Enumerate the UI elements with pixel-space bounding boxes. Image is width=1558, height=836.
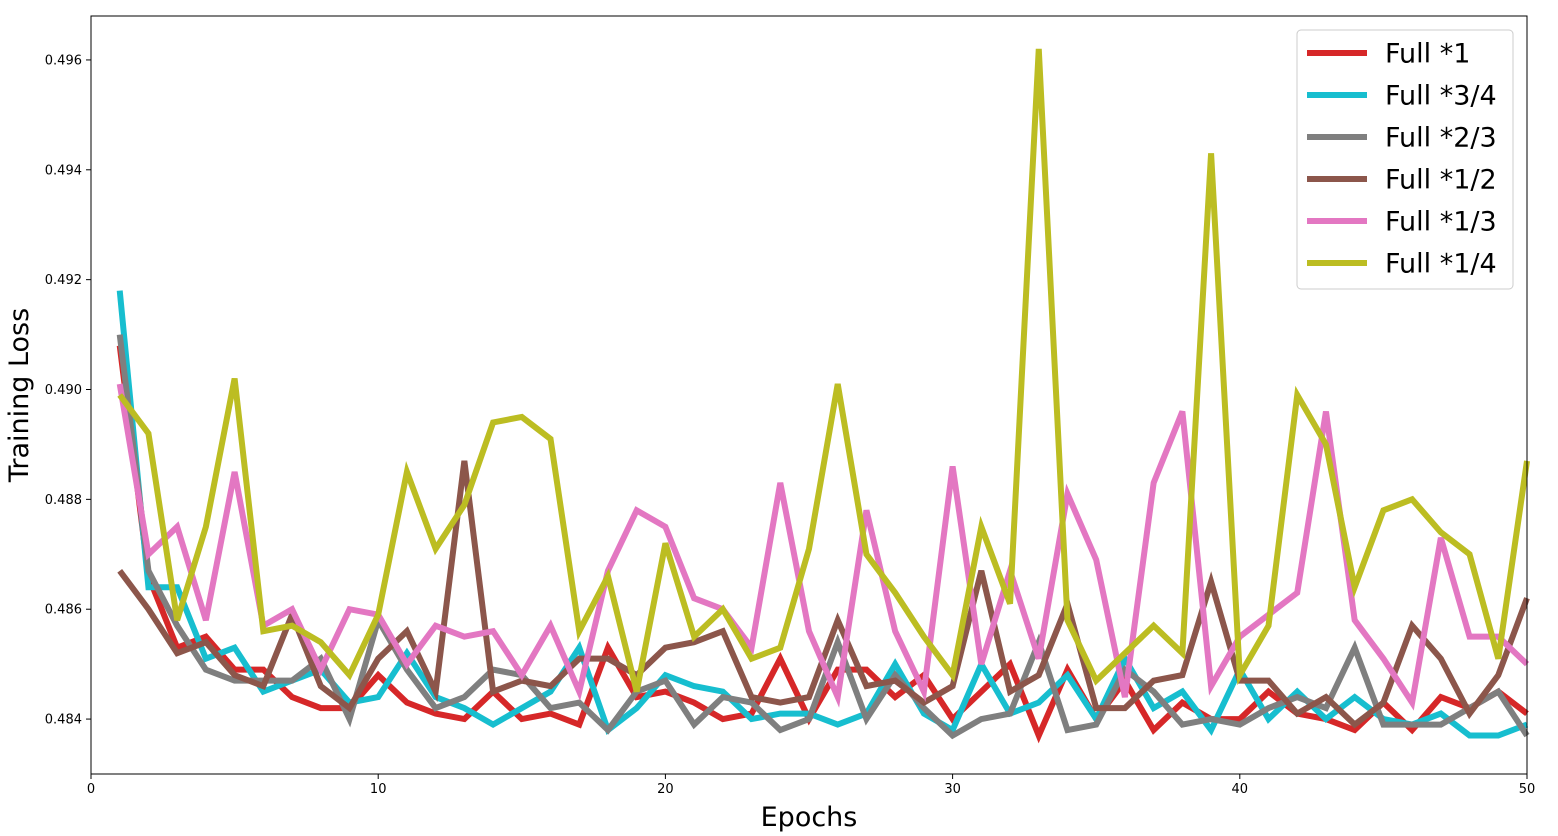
x-tick-label: 50	[1519, 782, 1536, 797]
legend-label-1: Full *1	[1385, 39, 1470, 70]
y-tick-label: 0.492	[45, 273, 82, 288]
series-line-6	[117, 48, 1530, 693]
x-tick-label: 20	[657, 782, 674, 797]
legend: Full *1 Full *3/4 Full *2/3 Full *1/2 Full *…	[1296, 29, 1514, 290]
y-tick-label: 0.486	[45, 603, 82, 618]
y-tick-label: 0.494	[45, 163, 82, 178]
x-tick-label: 30	[944, 782, 961, 797]
legend-label-4: Full *1/2	[1385, 165, 1497, 196]
x-axis: 0 10 20 30 40 50	[87, 774, 1535, 797]
x-tick-label: 10	[370, 782, 387, 797]
y-tick-label: 0.484	[45, 713, 82, 728]
series-layer	[116, 48, 1530, 744]
x-axis-label: Epochs	[761, 802, 858, 833]
legend-label-6: Full *1/4	[1385, 249, 1497, 280]
y-tick-label: 0.496	[45, 53, 82, 68]
legend-items: Full *1 Full *3/4 Full *2/3 Full *1/2 Full *…	[1307, 39, 1497, 280]
y-tick-label: 0.488	[45, 493, 82, 508]
legend-label-2: Full *3/4	[1385, 81, 1497, 112]
plot-frame	[90, 15, 1528, 775]
x-tick-label: 0	[87, 782, 95, 797]
x-tick-label: 40	[1232, 782, 1249, 797]
y-axis-label: Training Loss	[4, 308, 35, 483]
y-tick-label: 0.490	[45, 383, 82, 398]
legend-label-5: Full *1/3	[1385, 207, 1497, 238]
series-line-5	[116, 383, 1530, 711]
series-line-3	[116, 334, 1530, 740]
y-axis: 0.484 0.486 0.488 0.490 0.492 0.494 0.496	[45, 53, 91, 728]
legend-label-3: Full *2/3	[1385, 123, 1497, 154]
